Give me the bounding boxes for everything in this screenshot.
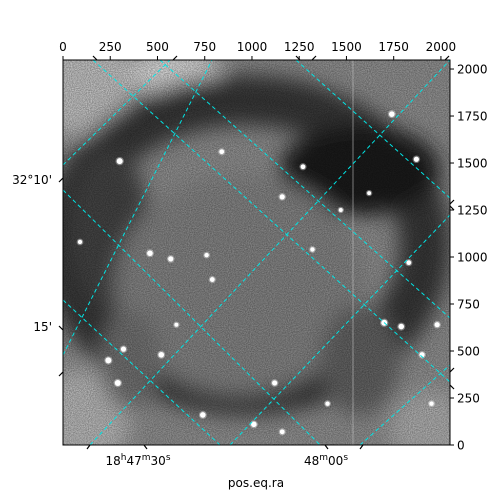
world-tick-mark [58, 177, 64, 183]
y-tick-label: 250 [457, 392, 480, 406]
world-tick-mark [449, 205, 455, 211]
star [338, 208, 343, 213]
star [158, 351, 165, 358]
star [367, 191, 372, 196]
star [174, 322, 179, 327]
x-axis-label: pos.eq.ra [228, 476, 284, 490]
x-tick-label: 2000 [426, 40, 457, 54]
star [204, 252, 209, 258]
star [413, 156, 419, 162]
star [77, 239, 83, 245]
grid-line [63, 299, 221, 445]
x-tick-label: 1000 [237, 40, 268, 54]
x-tick-label: 1250 [284, 40, 315, 54]
x-tick-label: 1500 [331, 40, 362, 54]
world-tick-mark [324, 444, 329, 450]
x-tick-label: 1750 [378, 40, 409, 54]
world-tick-mark [86, 444, 91, 450]
star [114, 379, 121, 386]
x-tick-label: 500 [146, 40, 169, 54]
y-tick-label: 0 [457, 439, 465, 453]
ra-tick-label: 18h47m30s [105, 453, 170, 468]
world-tick-mark [311, 55, 317, 61]
y-tick-label: 500 [457, 345, 480, 359]
y-tick-label: 1500 [457, 157, 488, 171]
grid-line [63, 189, 321, 445]
star [406, 260, 412, 266]
x-tick-label: 0 [59, 40, 67, 54]
world-tick-mark [295, 55, 301, 61]
star [429, 401, 434, 406]
ra-tick-label: 48m00s [304, 453, 348, 468]
world-tick-mark [172, 55, 178, 61]
dec-tick-label: 15' [33, 320, 52, 334]
star-layer [76, 110, 441, 436]
world-tick-mark [58, 325, 64, 331]
grid-line [89, 60, 450, 445]
world-tick-mark [444, 55, 450, 61]
y-tick-label: 1250 [457, 204, 488, 218]
grid-line [359, 364, 450, 445]
star [388, 111, 395, 117]
star [116, 158, 123, 165]
star [209, 277, 215, 282]
star [300, 164, 306, 170]
star [147, 250, 153, 257]
star [310, 247, 315, 252]
grid-line [159, 60, 450, 319]
y-tick-label: 1000 [457, 251, 488, 265]
image-noise [63, 60, 450, 445]
star [398, 323, 405, 330]
y-tick-label: 1750 [457, 110, 488, 124]
x-tick-label: 250 [99, 40, 122, 54]
world-ticks: 18h47m30s 48m00s 32°10' 15' [12, 55, 455, 468]
star [168, 256, 174, 262]
world-tick-mark [359, 444, 364, 450]
world-tick-mark [449, 367, 455, 373]
grid-line [63, 60, 171, 166]
grid-line [92, 60, 450, 383]
world-tick-mark [449, 384, 455, 390]
coordinate-grid [63, 60, 450, 445]
star [279, 429, 285, 435]
x-tick-label: 750 [193, 40, 216, 54]
world-tick-mark [449, 199, 455, 205]
star [120, 346, 127, 352]
axes-frame [62, 59, 451, 446]
image-layer [63, 60, 450, 445]
y-tick-label: 2000 [457, 63, 488, 77]
star [219, 149, 225, 155]
grid-line [63, 60, 213, 356]
star [325, 401, 330, 406]
star [434, 322, 440, 328]
star [105, 357, 112, 364]
star [200, 412, 206, 418]
pixel-ticks: 0 250 500 750 1000 1250 1500 1750 2000 0 250 500 750… [59, 40, 487, 453]
world-tick-mark [92, 55, 98, 61]
y-tick-label: 750 [457, 298, 480, 312]
world-tick-mark [143, 444, 148, 450]
star [272, 380, 278, 386]
world-tick-mark [58, 371, 64, 377]
star [251, 421, 257, 428]
dec-tick-label: 32°10' [12, 173, 52, 187]
star [279, 194, 285, 200]
